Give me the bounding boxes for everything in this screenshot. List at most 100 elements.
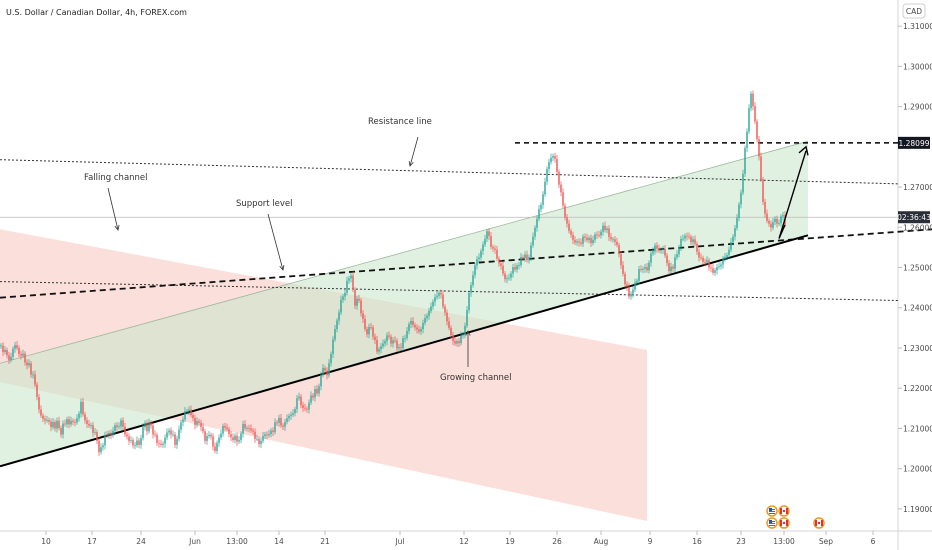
upper-dotted-line[interactable] (0, 159, 899, 185)
candle-body (6, 349, 8, 356)
candle-body (562, 192, 564, 206)
candle-body (664, 249, 666, 256)
candle-body (660, 249, 662, 251)
price-tick-label: 1.26000 (903, 223, 932, 232)
candle-body (224, 426, 226, 428)
usd-flag-icon[interactable] (766, 505, 778, 517)
candle-body (202, 427, 204, 432)
candle-body (682, 238, 684, 240)
candle-body (404, 337, 406, 339)
candle-body (64, 423, 66, 425)
candle-body (178, 429, 180, 439)
candle-body (82, 401, 84, 415)
candle-body (272, 430, 274, 433)
candle-body (196, 421, 198, 426)
candle-body (10, 356, 12, 361)
candle-body (230, 434, 232, 438)
candle-body (634, 282, 636, 290)
candle-body (436, 295, 438, 298)
candle-body (90, 425, 92, 427)
time-tick-label: 12 (459, 537, 469, 546)
candle-body (334, 329, 336, 340)
time-tick-label: 17 (87, 537, 97, 546)
growing-channel-support-line[interactable] (0, 234, 809, 468)
candle-body (186, 411, 188, 412)
cad-flag-icon[interactable] (778, 517, 790, 529)
candle-body (560, 184, 562, 193)
candle-body (124, 426, 126, 435)
candle-body (662, 249, 664, 250)
candle-body (490, 236, 492, 247)
candle-body (122, 420, 124, 427)
candle-body (520, 257, 522, 266)
candle-body (234, 435, 236, 441)
candle-body (556, 158, 558, 172)
candle-body (684, 235, 686, 239)
candle-body (738, 204, 740, 219)
candle-body (130, 440, 132, 441)
time-axis[interactable]: 10 17 24 Jun 13:00 14 21 Jul 12 19 26 Aug 9 16 23 13:00… (41, 531, 876, 546)
candle-body (274, 422, 276, 433)
candle-body (466, 310, 468, 326)
candle-body (356, 298, 358, 306)
candle-body (480, 251, 482, 258)
cad-flag-icon[interactable] (813, 517, 825, 529)
candle-body (514, 267, 516, 270)
candle-body (446, 312, 448, 322)
candle-body (564, 205, 566, 218)
candle-body (286, 418, 288, 422)
candles (0, 90, 786, 457)
event-icons[interactable] (766, 505, 825, 529)
candle-body (538, 209, 540, 219)
candle-body (746, 131, 748, 149)
candle-body (280, 417, 282, 426)
candle-body (116, 425, 118, 428)
candle-body (96, 432, 98, 441)
candle-body (576, 241, 578, 243)
time-tick-label: 26 (552, 537, 562, 546)
candle-body (434, 297, 436, 302)
lower-dotted-line[interactable] (0, 281, 899, 301)
candle-body (406, 331, 408, 338)
candle-body (108, 432, 110, 436)
candle-body (692, 239, 694, 243)
support-level-line[interactable] (0, 228, 932, 299)
candle-body (512, 267, 514, 274)
candle-body (398, 347, 400, 349)
candle-body (418, 329, 420, 332)
candle-body (770, 223, 772, 228)
candle-body (24, 353, 26, 363)
candle-body (194, 417, 196, 426)
candle-body (696, 243, 698, 252)
candle-body (206, 436, 208, 441)
candle-body (192, 415, 194, 418)
candle-body (676, 254, 678, 258)
candle-body (456, 341, 458, 344)
candle-body (32, 374, 34, 376)
candle-body (782, 215, 784, 217)
candle-body (160, 443, 162, 445)
candle-body (304, 407, 306, 409)
candle-body (134, 445, 136, 447)
candle-body (70, 420, 72, 425)
candle-body (462, 334, 464, 336)
candle-body (298, 396, 300, 399)
candle-body (282, 425, 284, 427)
candle-body (364, 319, 366, 330)
cad-flag-icon[interactable] (778, 505, 790, 517)
candle-body (226, 427, 228, 430)
candle-body (712, 268, 714, 273)
candle-body (228, 429, 230, 435)
candle-body (464, 325, 466, 335)
candle-body (30, 363, 32, 375)
candle-body (216, 442, 218, 451)
candle-body (110, 432, 112, 436)
usd-flag-icon[interactable] (766, 517, 778, 529)
candle-body (48, 419, 50, 422)
candle-body (388, 335, 390, 337)
candle-body (648, 262, 650, 271)
candle-body (142, 427, 144, 439)
candle-body (266, 434, 268, 436)
price-axis[interactable]: CAD 1.31000 1.30000 1.29000 1.27000 1.26000 1… (898, 3, 932, 514)
